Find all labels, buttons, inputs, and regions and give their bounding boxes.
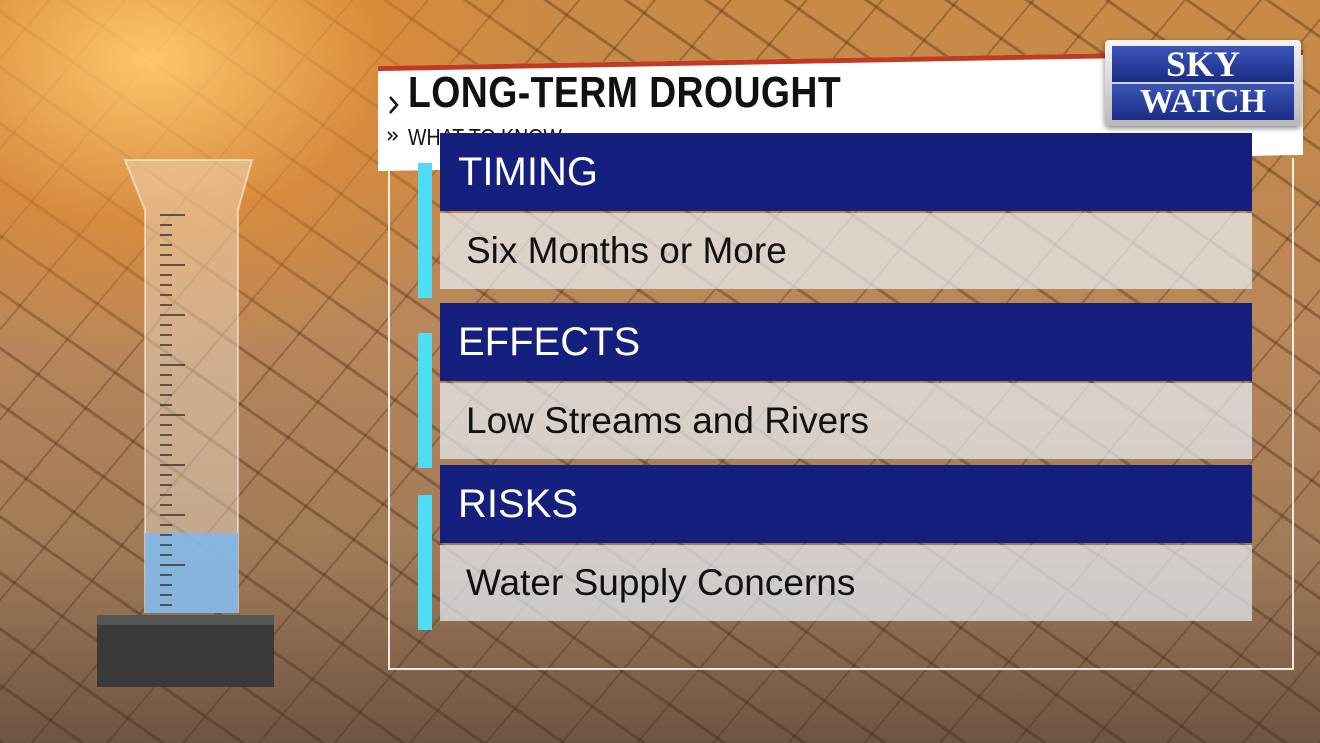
logo-text: SKY <box>1112 46 1294 82</box>
section-text: Water Supply Concerns <box>440 545 1252 621</box>
title: LONG-TERM DROUGHT <box>408 68 842 117</box>
section-heading: RISKS <box>440 465 1252 543</box>
section-text: Six Months or More <box>440 213 1252 289</box>
panel-frame <box>388 158 1294 670</box>
accent-bar <box>418 163 432 298</box>
logo-text: WATCH <box>1112 84 1294 120</box>
rain-gauge <box>97 159 274 687</box>
section-heading: TIMING <box>440 133 1252 211</box>
accent-bar <box>418 333 432 468</box>
section-text: Low Streams and Rivers <box>440 383 1252 459</box>
chevrons <box>387 96 399 141</box>
accent-bar <box>418 495 432 630</box>
section-heading: EFFECTS <box>440 303 1252 381</box>
